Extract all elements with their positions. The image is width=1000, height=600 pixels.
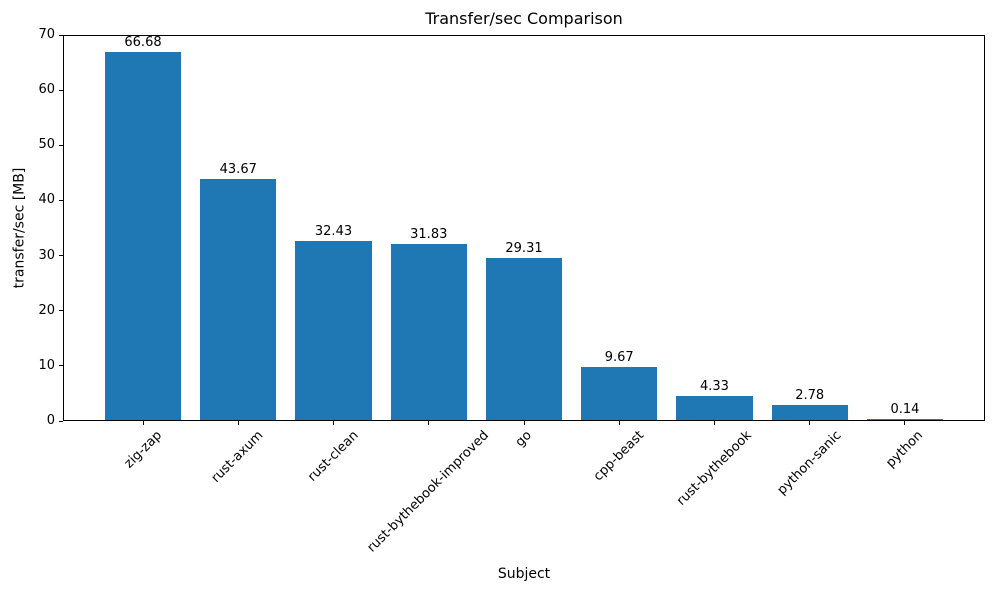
y-tick-mark (59, 420, 63, 422)
bar-rust-bythebook-improved (390, 244, 467, 420)
y-tick-label: 10 (38, 357, 55, 373)
bar-value-label: 0.14 (890, 402, 920, 417)
bar-value-label: 31.83 (410, 227, 448, 243)
x-tick-mark (809, 421, 811, 425)
x-tick-label-python-sanic: python-sanic (774, 428, 845, 498)
y-tick-mark (59, 89, 63, 91)
bar-rust-bythebook (676, 396, 753, 420)
bar-cpp-beast (581, 366, 658, 420)
y-tick-mark (59, 255, 63, 257)
y-tick-mark (59, 365, 63, 367)
x-tick-label-rust-axum: rust-axum (208, 428, 267, 486)
bar-rust-clean (295, 241, 372, 420)
y-tick-mark (59, 199, 63, 201)
y-tick-label: 20 (38, 302, 55, 318)
chart-title: Transfer/sec Comparison (425, 9, 623, 28)
bar-value-label: 32.43 (314, 224, 353, 240)
x-tick-mark (713, 421, 715, 425)
bar-python (866, 419, 944, 420)
bar-python-sanic (771, 404, 848, 420)
y-tick-label: 50 (38, 137, 55, 153)
x-tick-label-rust-clean: rust-clean (304, 428, 362, 485)
x-tick-mark (618, 421, 620, 425)
plot-area (63, 35, 985, 421)
y-tick-label: 30 (38, 247, 55, 263)
x-tick-mark (237, 421, 239, 425)
x-tick-mark (904, 421, 906, 425)
x-tick-label-cpp-beast: cpp-beast (591, 428, 648, 485)
y-axis-label: transfer/sec [MB] (11, 167, 28, 289)
bar-value-label: 66.68 (124, 35, 162, 51)
x-tick-label-rust-bythebook: rust-bythebook (673, 428, 755, 509)
bar-go (485, 258, 563, 420)
x-tick-label-python: python (883, 428, 927, 471)
y-tick-label: 40 (38, 192, 55, 208)
bar-value-label: 2.78 (795, 387, 825, 403)
x-tick-label-go: go (512, 428, 535, 451)
x-tick-label-zig-zap: zig-zap (121, 428, 165, 472)
bar-value-label: 4.33 (700, 379, 729, 395)
y-tick-label: 0 (46, 413, 55, 428)
y-tick-mark (59, 144, 63, 146)
x-axis-label: Subject (497, 566, 551, 582)
bar-value-label: 9.67 (604, 349, 634, 365)
x-tick-label-rust-bythebook-improved: rust-bythebook-improved (364, 428, 493, 556)
bar-rust-axum (200, 179, 277, 420)
y-tick-label: 70 (38, 27, 55, 42)
y-tick-label: 60 (38, 82, 55, 98)
bar-value-label: 43.67 (219, 162, 257, 178)
x-tick-mark (333, 421, 334, 425)
x-tick-mark (142, 421, 144, 425)
bar-zig-zap (104, 52, 182, 420)
x-tick-mark (428, 421, 430, 425)
y-tick-mark (59, 34, 63, 36)
x-tick-mark (523, 421, 525, 425)
bar-value-label: 29.31 (505, 241, 543, 257)
y-tick-mark (59, 310, 63, 312)
